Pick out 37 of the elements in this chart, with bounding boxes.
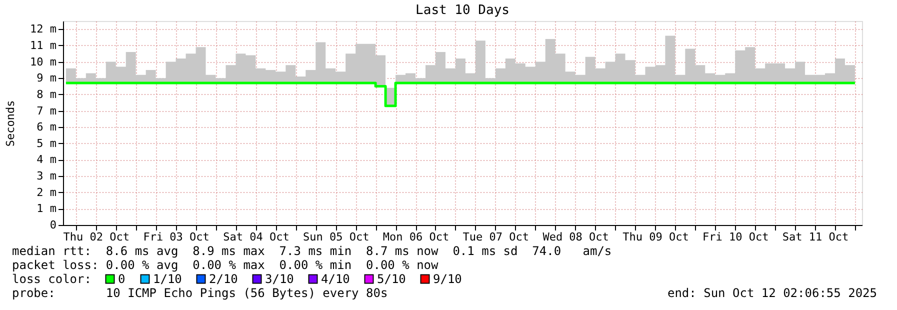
text: median rtt: 8.6 ms avg 8.9 ms max 7.3 ms min 8.7 ms now 0.1 ms sd 74.0 am/s: [12, 244, 612, 258]
legend-label: 2/10: [209, 272, 238, 286]
x-tick-label: Thu 09 Oct: [622, 230, 689, 244]
legend-title: loss color:: [12, 272, 92, 286]
y-tick-label: 8 m: [36, 88, 57, 101]
legend-label: 3/10: [265, 272, 294, 286]
legend-label: 0: [118, 272, 126, 286]
y-tick-label: 5 m: [36, 136, 57, 150]
y-tick-label: 9 m: [36, 72, 57, 85]
y-tick-label: 4 m: [36, 153, 57, 166]
legend-label: 5/10: [377, 272, 406, 286]
y-axis-title: Seconds: [4, 100, 18, 147]
legend-label: 9/10: [433, 272, 462, 286]
x-tick-label: Thu 02 Oct: [63, 230, 130, 244]
chart-title: Last 10 Days: [416, 3, 510, 18]
x-tick-label: Tue 07 Oct: [462, 230, 530, 244]
x-tick-label: Sun 05 Oct: [302, 230, 370, 244]
y-tick-label: 10 m: [30, 55, 57, 68]
y-tick-label: 11 m: [30, 38, 57, 52]
x-tick-label: Wed 08 Oct: [542, 230, 609, 244]
legend-label: 4/10: [321, 272, 350, 286]
x-tick-label: Fri 03 Oct: [143, 230, 210, 244]
x-tick-label: Sat 11 Oct: [782, 230, 849, 244]
y-tick-label: 12 m: [30, 22, 57, 36]
y-tick-label: 1 m: [36, 202, 57, 216]
y-tick-label: 3 m: [36, 170, 57, 183]
x-tick-label: Fri 10 Oct: [702, 230, 769, 244]
y-tick-label: 7 m: [36, 104, 57, 118]
x-tick-label: Mon 06 Oct: [382, 230, 450, 244]
y-tick-label: 6 m: [36, 120, 57, 134]
legend-label: 1/10: [153, 272, 182, 286]
text: end: Sun Oct 12 02:06:55 2025: [667, 286, 877, 300]
text: packet loss: 0.00 % avg 0.00 % max 0.00 % min 0.00 % now: [12, 258, 440, 272]
x-tick-label: Sat 04 Oct: [223, 230, 290, 244]
text: probe: 10 ICMP Echo Pings (56 Bytes) every 80s: [12, 286, 388, 300]
y-tick-label: 0: [50, 218, 56, 232]
y-tick-label: 2 m: [36, 186, 57, 199]
